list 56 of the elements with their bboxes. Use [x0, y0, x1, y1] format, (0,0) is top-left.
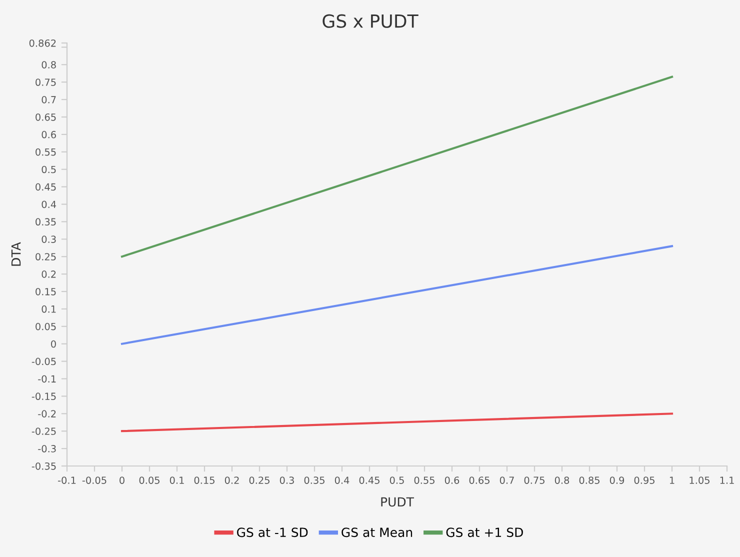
- y-tick-label: -0.2: [38, 410, 56, 418]
- y-tick-label: 0.862: [29, 39, 56, 47]
- y-tick-label: 0.7: [42, 96, 56, 104]
- legend-label: GS at -1 SD: [237, 528, 308, 538]
- x-tick-label: 0.55: [414, 476, 434, 484]
- x-axis-title: PUDT: [381, 497, 414, 507]
- x-tick-label: 0.4: [334, 476, 350, 484]
- y-tick-label: 0: [51, 340, 56, 348]
- y-tick-label: 0.8: [42, 61, 56, 68]
- y-tick-label: 0.1: [42, 305, 56, 313]
- y-tick-label: 0.35: [36, 218, 56, 226]
- x-tick-label: 0.3: [280, 476, 294, 484]
- y-tick-label: 0.75: [36, 78, 56, 86]
- y-tick-label: -0.15: [32, 392, 56, 400]
- y-tick-label: 0.2: [42, 270, 56, 278]
- x-tick-label: 0.7: [500, 476, 514, 484]
- y-tick-label: 0.3: [42, 236, 56, 243]
- x-tick-label: 0.85: [579, 476, 600, 484]
- x-tick-label: 0.65: [469, 476, 490, 484]
- y-tick-label: 0.4: [42, 200, 56, 208]
- y-tick-label: 0.5: [42, 166, 56, 174]
- chart-title: GS x PUDT: [322, 14, 418, 28]
- legend-label: GS at +1 SD: [446, 528, 523, 538]
- x-tick-label: 0.8: [554, 476, 570, 484]
- y-tick-label: 0.6: [42, 130, 56, 138]
- x-tick-label: 0.45: [359, 476, 380, 484]
- y-axis-title: DTA: [11, 242, 21, 266]
- x-tick-label: 0.5: [390, 476, 404, 484]
- x-tick-label: -0.1: [58, 476, 76, 484]
- y-tick-label: 0.25: [36, 253, 56, 260]
- x-tick-label: 0.6: [444, 476, 460, 484]
- x-tick-label: -0.05: [82, 476, 106, 484]
- y-tick-label: -0.25: [32, 428, 56, 435]
- x-tick-label: 0.95: [634, 476, 654, 484]
- x-tick-label: 0.1: [170, 476, 184, 484]
- x-tick-label: 0.75: [524, 476, 544, 484]
- y-tick-label: -0.3: [38, 445, 56, 452]
- x-tick-label: 1.05: [690, 476, 710, 484]
- legend-label: GS at Mean: [342, 528, 412, 538]
- y-tick-label: -0.05: [32, 358, 56, 366]
- y-tick-label: 0.65: [36, 113, 56, 121]
- x-tick-label: 0.25: [249, 476, 270, 484]
- x-tick-label: 0.05: [139, 476, 160, 484]
- y-tick-label: 0.05: [36, 322, 56, 330]
- x-tick-label: 0.15: [194, 476, 214, 484]
- x-tick-label: 0.2: [224, 476, 239, 484]
- x-tick-label: 0.9: [610, 476, 624, 484]
- x-tick-label: 1: [670, 476, 674, 484]
- y-tick-label: -0.35: [32, 462, 56, 470]
- x-tick-label: 1.1: [720, 476, 734, 484]
- y-tick-label: 0.45: [36, 183, 56, 191]
- y-tick-label: 0.15: [36, 288, 56, 296]
- y-tick-label: -0.1: [38, 375, 56, 383]
- y-tick-label: 0.55: [36, 148, 56, 156]
- x-tick-label: 0: [120, 476, 124, 484]
- x-tick-label: 0.35: [304, 476, 324, 484]
